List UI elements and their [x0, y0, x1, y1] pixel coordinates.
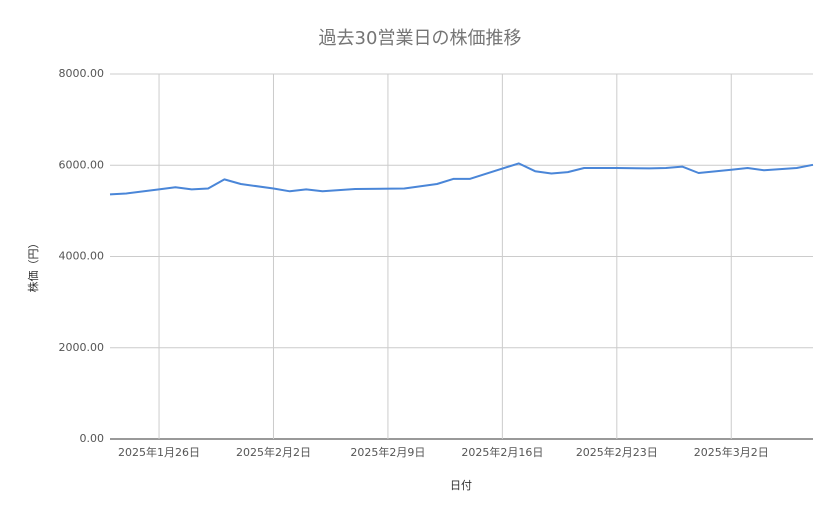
y-tick-label: 4000.00: [59, 250, 105, 263]
y-tick-label: 8000.00: [59, 67, 105, 80]
x-tick-label: 2025年1月26日: [118, 445, 200, 459]
x-axis-title: 日付: [450, 479, 472, 492]
x-tick-label: 2025年2月9日: [350, 445, 425, 459]
y-axis-title: 株価（円）: [26, 238, 40, 293]
x-tick-label: 2025年2月2日: [236, 445, 311, 459]
x-tick-label: 2025年2月23日: [576, 445, 658, 459]
y-tick-label: 2000.00: [59, 341, 105, 354]
y-tick-label: 0.00: [80, 432, 105, 445]
x-tick-label: 2025年2月16日: [461, 445, 543, 459]
x-tick-label: 2025年3月2日: [694, 445, 769, 459]
line: [109, 162, 814, 196]
chart-title: 過去30営業日の株価推移: [319, 28, 522, 49]
y-tick-label: 6000.00: [59, 158, 105, 171]
